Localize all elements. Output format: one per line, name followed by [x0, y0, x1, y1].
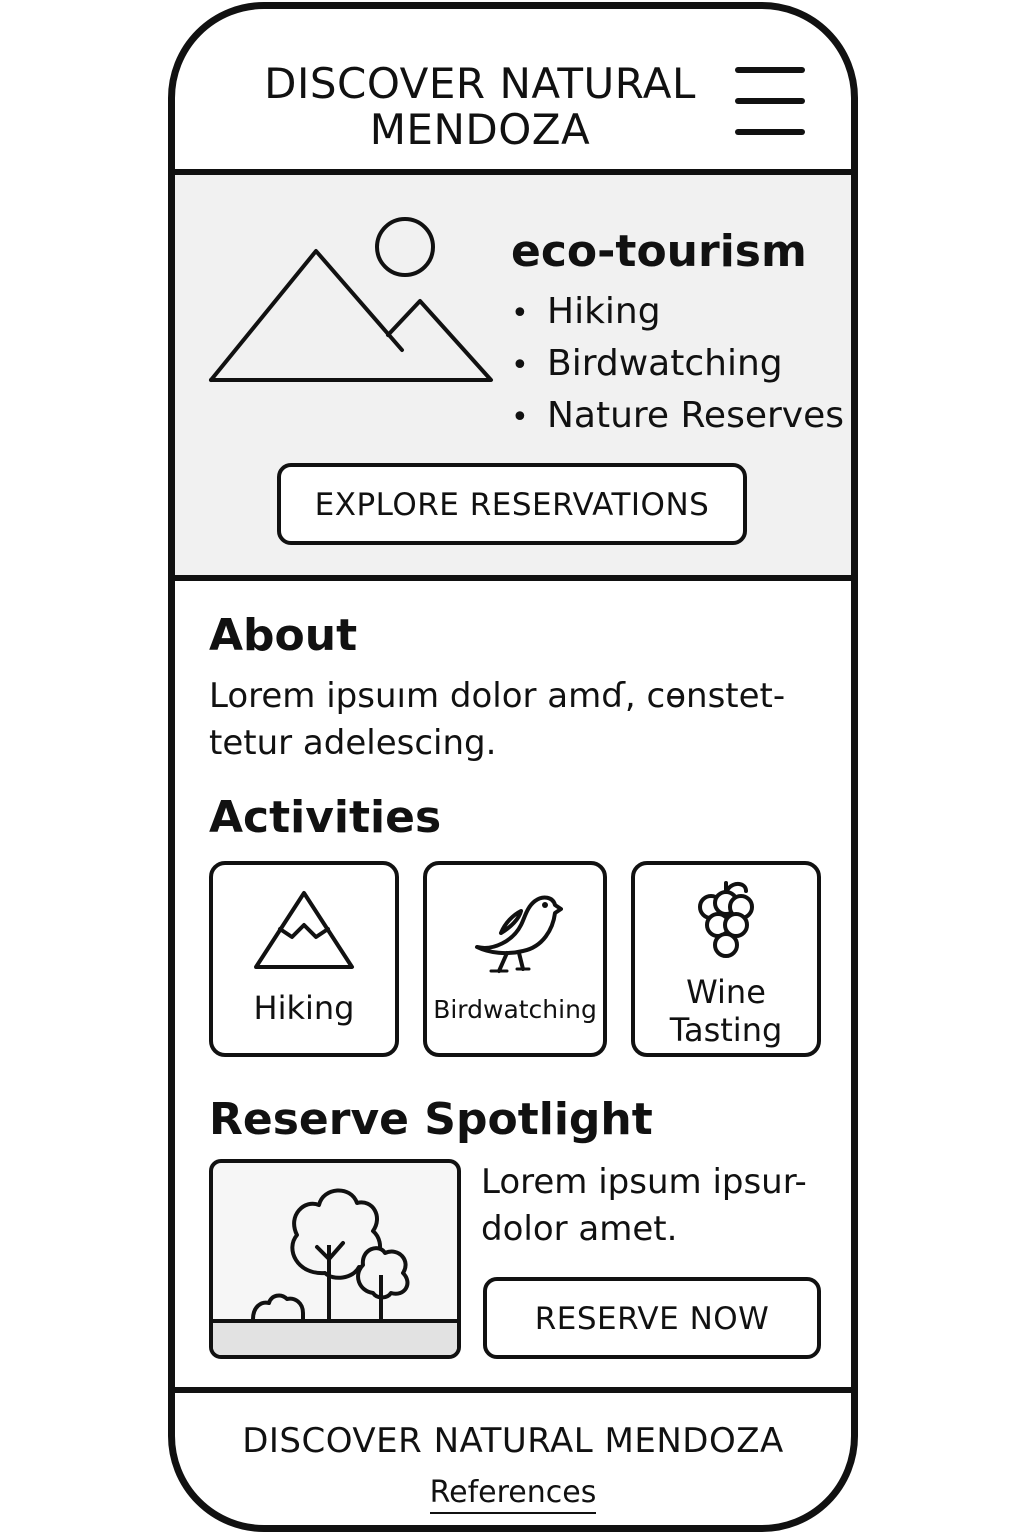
hero-section: eco-tourism • Hiking • Birdwatching • Natur… — [175, 175, 851, 581]
about-text: Lorem ipsuım dolor amɗ, cɵnstet-tetur ad… — [209, 676, 786, 763]
hero-feature-item: • Nature Reserves — [511, 391, 844, 443]
activity-card-label: Hiking — [253, 989, 355, 1027]
activity-card-hiking[interactable]: Hiking — [209, 861, 399, 1057]
app-title: DISCOVER NATURAL MENDOZA — [264, 59, 696, 154]
hamburger-menu-icon[interactable] — [735, 65, 807, 141]
bullet-icon: • — [511, 400, 529, 435]
hero-feature-label: Nature Reserves — [547, 395, 844, 436]
hero-feature-list: • Hiking • Birdwatching • Nature Reserves — [511, 287, 844, 443]
grapes-icon — [698, 881, 754, 958]
references-link-label: References — [429, 1475, 597, 1514]
bullet-icon: • — [511, 348, 529, 383]
app-footer: DISCOVER NATURAL MENDOZA References — [175, 1387, 851, 1525]
spotlight-text: Lorem ipsum ipsur-dolor amet. — [481, 1162, 807, 1249]
mountain-icon — [254, 891, 354, 969]
footer-title: DISCOVER NATURAL MENDOZA — [242, 1421, 784, 1461]
spotlight-image — [209, 1159, 461, 1359]
mountain-sun-icon — [209, 217, 493, 382]
activities-title: Activities — [209, 792, 442, 843]
hero-feature-item: • Birdwatching — [511, 339, 844, 391]
hero-feature-item: • Hiking — [511, 287, 844, 339]
reserve-now-button[interactable]: RESERVE NOW — [483, 1277, 821, 1359]
explore-reservations-button[interactable]: EXPLORE RESERVATIONS — [277, 463, 747, 545]
spotlight-title: Reserve Spotlight — [209, 1094, 653, 1145]
references-link[interactable]: References — [175, 1475, 851, 1514]
activity-card-wine-tasting[interactable]: Wine Tasting — [631, 861, 821, 1057]
trees-icon — [213, 1188, 457, 1355]
bird-icon — [475, 895, 563, 973]
hero-feature-label: Birdwatching — [547, 343, 783, 384]
bullet-icon: • — [511, 296, 529, 331]
activity-card-birdwatching[interactable]: Birdwatching — [423, 861, 607, 1057]
phone-frame: DISCOVER NATURAL MENDOZA eco-tourism • Hi… — [168, 2, 858, 1532]
about-title: About — [209, 610, 358, 661]
activity-card-label: Wine Tasting — [669, 973, 783, 1049]
hero-feature-label: Hiking — [547, 291, 661, 332]
activity-card-label: Birdwatching — [433, 995, 597, 1024]
hero-heading: eco-tourism — [511, 226, 807, 277]
app-header: DISCOVER NATURAL MENDOZA — [175, 9, 851, 175]
